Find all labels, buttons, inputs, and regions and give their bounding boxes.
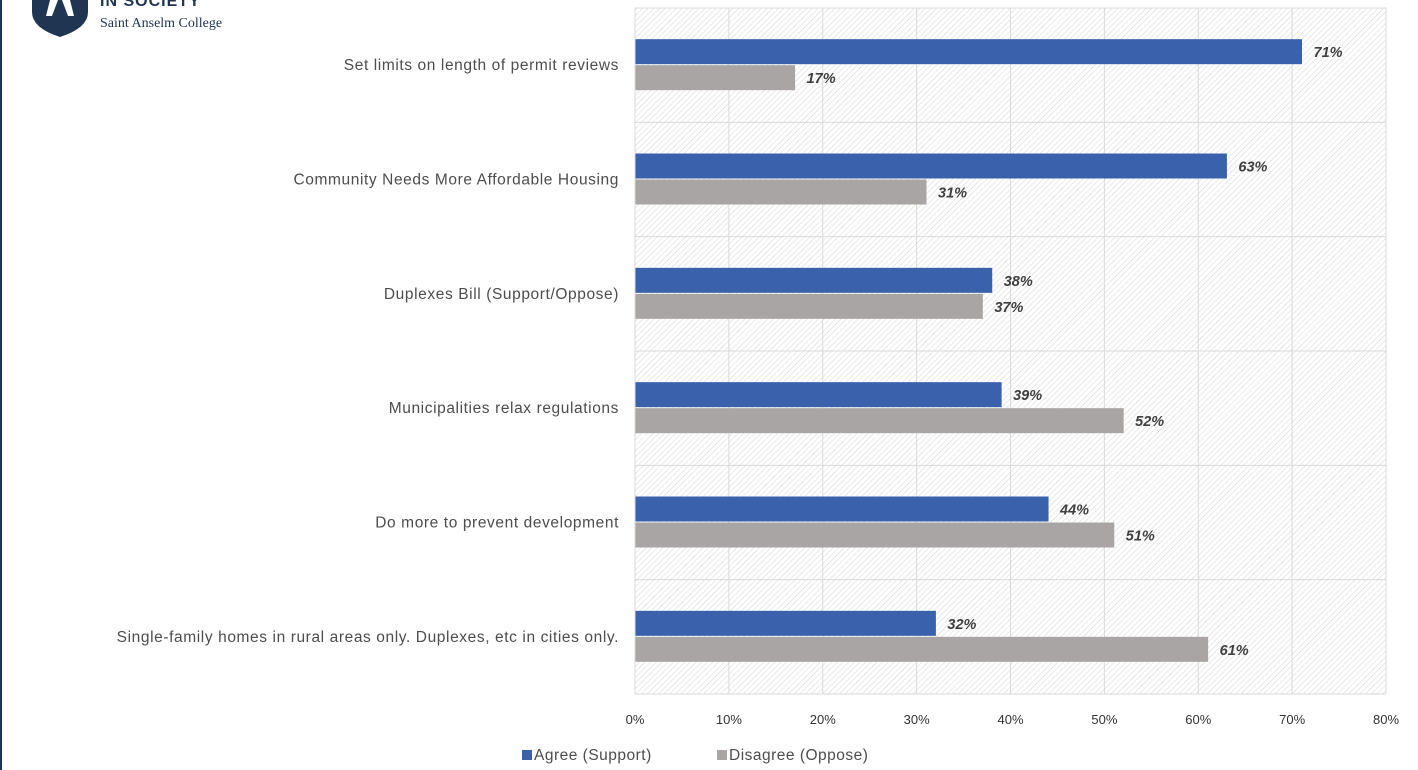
agree-bar — [635, 610, 936, 636]
x-tick-label: 10% — [716, 712, 742, 727]
agree-data-label: 32% — [947, 617, 976, 633]
left-border — [0, 0, 2, 770]
x-tick-label: 60% — [1185, 712, 1211, 727]
logo: IN SOCIETY Saint Anselm College — [28, 0, 278, 40]
agree-bar — [635, 153, 1227, 179]
agree-data-label: 44% — [1059, 503, 1089, 519]
agree-bar — [635, 382, 1002, 408]
disagree-bar — [635, 408, 1124, 434]
agree-data-label: 39% — [1013, 388, 1042, 404]
x-tick-label: 0% — [626, 712, 645, 727]
x-tick-label: 40% — [997, 712, 1023, 727]
legend-agree-label: Agree (Support) — [534, 747, 652, 764]
category-label: Set limits on length of permit reviews — [344, 57, 619, 74]
disagree-data-label: 52% — [1135, 414, 1164, 430]
category-label: Community Needs More Affordable Housing — [293, 172, 619, 189]
logo-title: IN SOCIETY — [100, 0, 201, 10]
shield-logo-icon — [32, 0, 88, 37]
disagree-data-label: 31% — [938, 186, 967, 202]
disagree-bar — [635, 65, 796, 91]
disagree-data-label: 61% — [1220, 643, 1249, 659]
agree-data-label: 38% — [1004, 274, 1033, 290]
agree-data-label: 71% — [1314, 45, 1343, 61]
agree-bar — [635, 267, 993, 293]
disagree-bar — [635, 522, 1115, 548]
category-label: Do more to prevent development — [375, 515, 619, 532]
agree-data-label: 63% — [1238, 160, 1267, 176]
logo-subtitle: Saint Anselm College — [100, 16, 223, 31]
x-tick-label: 50% — [1091, 712, 1117, 727]
agree-bar — [635, 39, 1303, 65]
disagree-data-label: 17% — [807, 71, 836, 87]
x-tick-label: 30% — [904, 712, 930, 727]
legend-agree-swatch — [522, 750, 532, 760]
category-label: Municipalities relax regulations — [389, 400, 619, 417]
disagree-bar — [635, 636, 1209, 662]
disagree-data-label: 51% — [1126, 529, 1155, 545]
disagree-bar — [635, 179, 927, 205]
x-tick-label: 70% — [1279, 712, 1305, 727]
category-label: Duplexes Bill (Support/Oppose) — [384, 286, 619, 303]
disagree-bar — [635, 293, 983, 319]
disagree-data-label: 37% — [994, 300, 1023, 316]
x-tick-label: 80% — [1373, 712, 1399, 727]
category-label: Single-family homes in rural areas only.… — [117, 629, 619, 646]
agree-bar — [635, 496, 1049, 522]
legend-disagree-swatch — [717, 750, 727, 760]
x-tick-label: 20% — [810, 712, 836, 727]
legend-disagree-label: Disagree (Oppose) — [729, 747, 868, 764]
